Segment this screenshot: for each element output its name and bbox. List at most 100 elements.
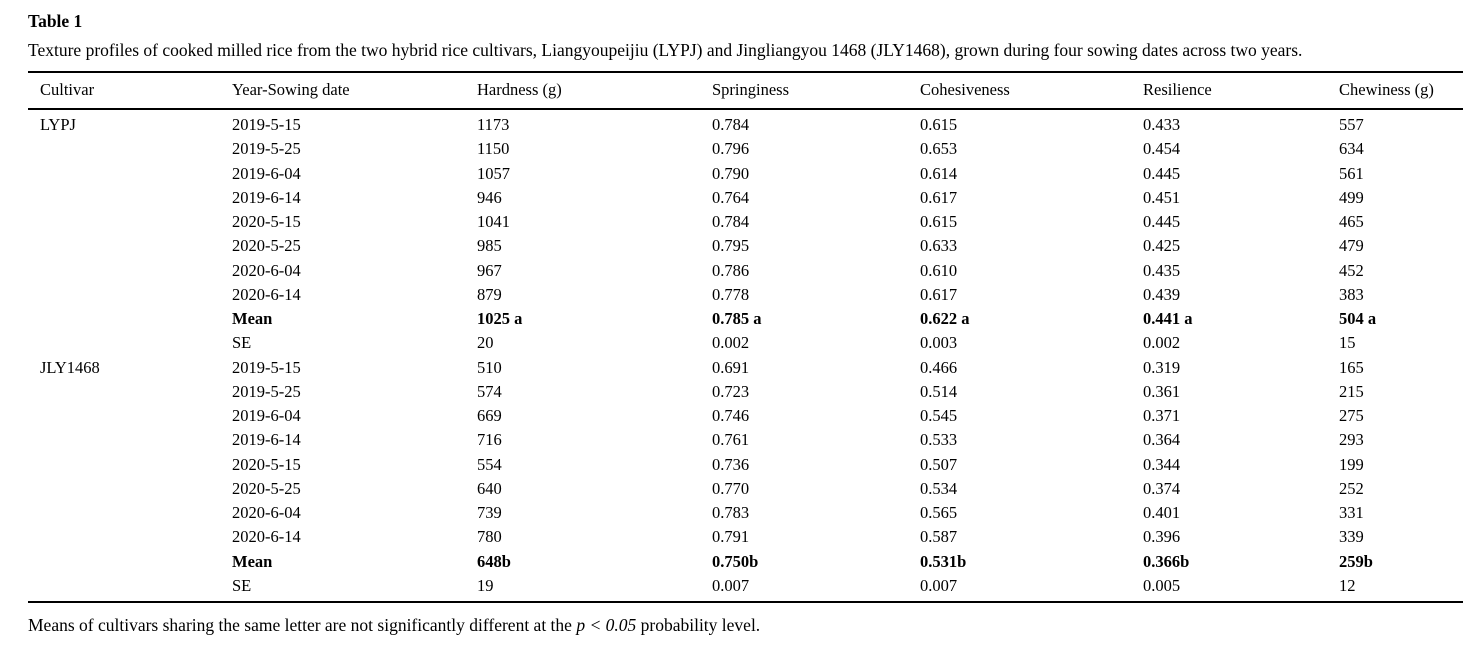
- cultivar-cell: [28, 525, 220, 549]
- value-cell: 557: [1339, 115, 1364, 134]
- value-cell: 275: [1339, 406, 1364, 425]
- cultivar-cell: [28, 162, 220, 186]
- value-cell: 0.439: [1143, 284, 1181, 304]
- sowing-date-cell: 2019-5-25: [232, 139, 301, 159]
- value-cell: 669: [477, 406, 502, 425]
- sowing-date-cell: 2019-5-25: [232, 381, 301, 401]
- cultivar-cell: [28, 331, 220, 355]
- cultivar-cell: [28, 404, 220, 428]
- value-cell: 0.610: [920, 260, 958, 280]
- cultivar-cell: [28, 186, 220, 210]
- sowing-date-cell: 2020-5-15: [232, 454, 301, 474]
- value-cell: 0.790: [712, 163, 750, 183]
- sowing-date-cell: 2019-6-14: [232, 430, 301, 450]
- cultivar-cell: [28, 137, 220, 161]
- sowing-date-cell: 2019-5-15: [232, 357, 301, 377]
- value-cell: 0.784: [712, 115, 750, 134]
- value-cell: 780: [477, 527, 502, 547]
- value-cell: 634: [1339, 139, 1364, 159]
- table-caption: Texture profiles of cooked milled rice f…: [28, 40, 1303, 60]
- column-header-hardness: Hardness (g): [465, 72, 700, 110]
- value-cell: 479: [1339, 236, 1364, 256]
- sowing-date-cell: 2020-6-04: [232, 260, 301, 280]
- value-cell: 12: [1339, 575, 1356, 595]
- table-row: LYPJ 2019-5-15 1173 0.784 0.615 0.433 557: [28, 109, 1463, 137]
- value-cell: 0.653: [920, 139, 958, 159]
- value-cell: 0.531b: [920, 551, 967, 571]
- value-cell: 215: [1339, 381, 1364, 401]
- value-cell: 465: [1339, 212, 1364, 231]
- value-cell: 0.007: [920, 575, 958, 595]
- value-cell: 0.433: [1143, 115, 1181, 134]
- value-cell: 293: [1339, 430, 1364, 450]
- cultivar-cell: [28, 210, 220, 234]
- value-cell: 259b: [1339, 551, 1373, 571]
- value-cell: 0.445: [1143, 212, 1181, 231]
- value-cell: 0.319: [1143, 357, 1181, 377]
- value-cell: 716: [477, 430, 502, 450]
- column-header-year-sowing-date: Year-Sowing date: [220, 72, 465, 110]
- table-row: 2020-6-14 879 0.778 0.617 0.439 383: [28, 283, 1463, 307]
- value-cell: 452: [1339, 260, 1364, 280]
- value-cell: 985: [477, 236, 502, 256]
- cultivar-cell: [28, 477, 220, 501]
- sowing-date-cell: Mean: [232, 309, 273, 328]
- cultivar-cell: [28, 283, 220, 307]
- value-cell: 0.786: [712, 260, 750, 280]
- value-cell: 0.723: [712, 381, 750, 401]
- sowing-date-cell: SE: [232, 575, 252, 595]
- column-header-springiness: Springiness: [700, 72, 908, 110]
- value-cell: 165: [1339, 357, 1364, 377]
- sowing-date-cell: 2020-5-25: [232, 236, 301, 256]
- value-cell: 0.507: [920, 454, 958, 474]
- value-cell: 0.761: [712, 430, 750, 450]
- value-cell: 0.005: [1143, 575, 1181, 595]
- value-cell: 0.615: [920, 212, 958, 231]
- footnote-text-before: Means of cultivars sharing the same lett…: [28, 615, 577, 635]
- value-cell: 0.587: [920, 527, 958, 547]
- cultivar-cell: [28, 501, 220, 525]
- value-cell: 0.361: [1143, 381, 1181, 401]
- value-cell: 199: [1339, 454, 1364, 474]
- table-row: 2020-5-15 554 0.736 0.507 0.344 199: [28, 453, 1463, 477]
- value-cell: 1150: [477, 139, 510, 159]
- table-row: SE 19 0.007 0.007 0.005 12: [28, 574, 1463, 602]
- value-cell: 0.435: [1143, 260, 1181, 280]
- value-cell: 0.791: [712, 527, 750, 547]
- value-cell: 0.770: [712, 478, 750, 498]
- value-cell: 1057: [477, 163, 510, 183]
- cultivar-cell: JLY1468: [40, 357, 100, 377]
- footnote-text-after: probability level.: [636, 615, 761, 635]
- sowing-date-cell: 2020-5-15: [232, 212, 301, 231]
- sowing-date-cell: 2020-6-14: [232, 527, 301, 547]
- value-cell: 0.746: [712, 406, 750, 425]
- value-cell: 510: [477, 357, 502, 377]
- value-cell: 739: [477, 503, 502, 522]
- value-cell: 504 a: [1339, 309, 1377, 328]
- value-cell: 0.617: [920, 187, 958, 207]
- sowing-date-cell: 2019-6-04: [232, 163, 301, 183]
- value-cell: 252: [1339, 478, 1364, 498]
- value-cell: 0.401: [1143, 503, 1181, 522]
- value-cell: 0.451: [1143, 187, 1181, 207]
- value-cell: 0.374: [1143, 478, 1181, 498]
- value-cell: 383: [1339, 284, 1364, 304]
- value-cell: 0.784: [712, 212, 750, 231]
- value-cell: 0.466: [920, 357, 958, 377]
- table-row: 2020-6-14 780 0.791 0.587 0.396 339: [28, 525, 1463, 549]
- value-cell: 0.533: [920, 430, 958, 450]
- value-cell: 0.795: [712, 236, 750, 256]
- cultivar-cell: [28, 307, 220, 331]
- column-header-chewiness: Chewiness (g): [1327, 72, 1463, 110]
- table-row: 2020-5-15 1041 0.784 0.615 0.445 465: [28, 210, 1463, 234]
- value-cell: 640: [477, 478, 502, 498]
- table-body: LYPJ 2019-5-15 1173 0.784 0.615 0.433 557 2019-…: [28, 109, 1463, 602]
- value-cell: 879: [477, 284, 502, 304]
- value-cell: 1173: [477, 115, 510, 134]
- value-cell: 0.003: [920, 333, 958, 353]
- value-cell: 1041: [477, 212, 510, 231]
- value-cell: 0.344: [1143, 454, 1181, 474]
- sowing-date-cell: 2019-6-14: [232, 187, 301, 207]
- value-cell: 0.617: [920, 284, 958, 304]
